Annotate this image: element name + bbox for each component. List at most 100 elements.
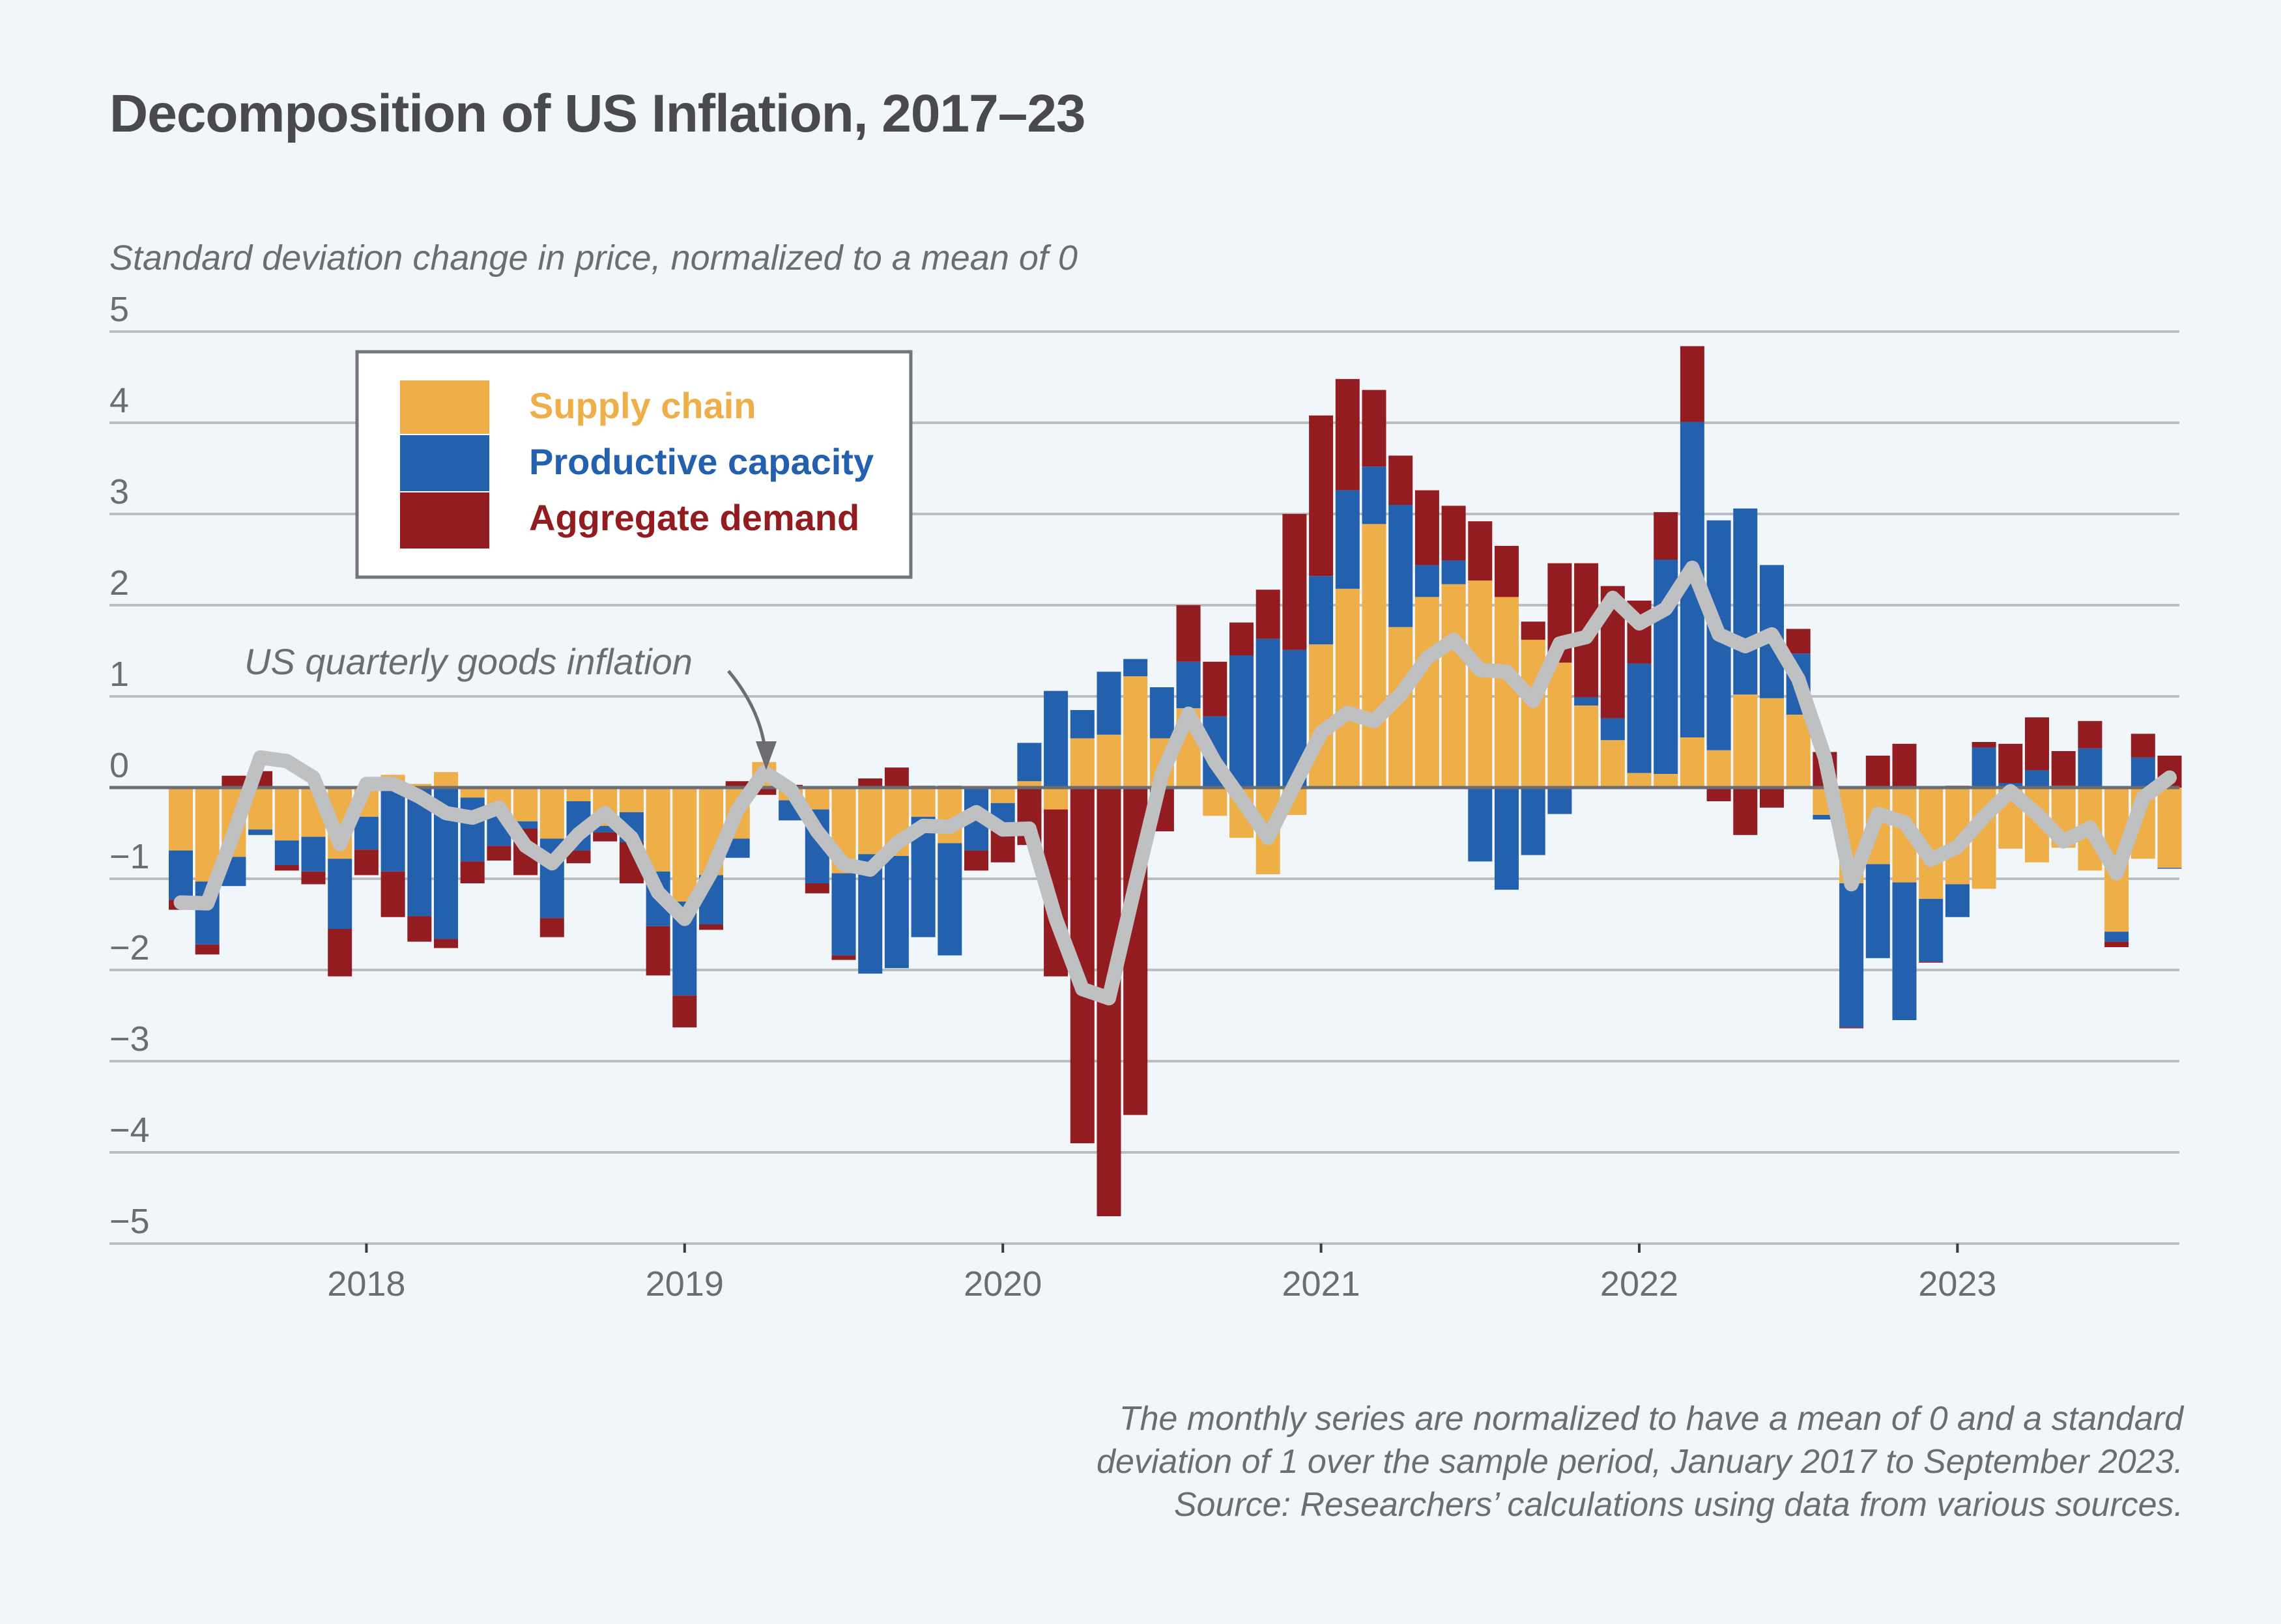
bar-segment-aggregate-demand: [1362, 390, 1386, 467]
x-tick-label: 2023: [1918, 1264, 1996, 1303]
bar-segment-supply-chain: [1733, 694, 1758, 788]
bar-segment-productive-capacity: [1309, 576, 1334, 645]
bar-segment-productive-capacity: [274, 840, 299, 865]
bar-segment-supply-chain: [434, 772, 458, 788]
y-tick-label: −2: [109, 928, 150, 967]
bar-segment-productive-capacity: [1865, 864, 1890, 958]
footnote: The monthly series are normalized to hav…: [880, 1397, 2183, 1526]
bars: [169, 346, 2182, 1216]
y-tick-label: 4: [109, 381, 129, 420]
bar-segment-aggregate-demand: [1839, 1027, 1864, 1029]
footnote-line: The monthly series are normalized to hav…: [1119, 1400, 2183, 1438]
bar-segment-aggregate-demand: [354, 849, 379, 876]
bar-segment-supply-chain: [1547, 662, 1572, 788]
y-tick-label: −3: [109, 1019, 150, 1059]
bar-segment-productive-capacity: [1414, 565, 1439, 597]
bar-segment-aggregate-demand: [434, 939, 458, 948]
bar-segment-aggregate-demand: [1786, 629, 1811, 654]
bar-segment-aggregate-demand: [699, 924, 723, 930]
bar-segment-productive-capacity: [1839, 883, 1864, 1028]
bar-segment-aggregate-demand: [725, 781, 750, 788]
bar-segment-productive-capacity: [1388, 505, 1413, 627]
bar-segment-productive-capacity: [884, 856, 909, 969]
bar-segment-productive-capacity: [1468, 788, 1493, 862]
bar-segment-productive-capacity: [2078, 748, 2102, 788]
bar-segment-productive-capacity: [1547, 788, 1572, 814]
bar-segment-aggregate-demand: [1892, 743, 1917, 788]
bar-segment-aggregate-demand: [274, 865, 299, 871]
bar-segment-supply-chain: [858, 788, 883, 855]
bar-segment-supply-chain: [460, 788, 485, 798]
annotation-label: US quarterly goods inflation: [244, 641, 693, 682]
bar-segment-productive-capacity: [1149, 687, 1174, 739]
bar-segment-productive-capacity: [938, 843, 962, 956]
bar-segment-aggregate-demand: [752, 788, 777, 795]
bar-segment-aggregate-demand: [858, 778, 883, 788]
y-tick-label: 2: [109, 563, 129, 603]
bar-segment-productive-capacity: [248, 829, 273, 835]
bar-segment-supply-chain: [1414, 597, 1439, 788]
legend-label-aggregate-demand: Aggregate demand: [529, 497, 859, 538]
bar-segment-aggregate-demand: [1203, 661, 1227, 717]
bar-segment-supply-chain: [619, 788, 644, 812]
bar-segment-productive-capacity: [1070, 710, 1095, 739]
bar-segment-supply-chain: [1123, 676, 1148, 788]
bar-segment-aggregate-demand: [1441, 506, 1466, 561]
footnote-line: deviation of 1 over the sample period, J…: [1097, 1443, 2183, 1481]
bar-segment-aggregate-demand: [593, 832, 618, 842]
bar-segment-productive-capacity: [1945, 884, 1970, 917]
y-axis-ticks: 5 4 3 2 1 0 −1 −2 −3 −4 −5: [109, 290, 150, 1241]
bar-segment-supply-chain: [274, 788, 299, 841]
bar-segment-aggregate-demand: [1468, 521, 1493, 581]
bar-segment-productive-capacity: [1017, 743, 1042, 782]
bar-segment-aggregate-demand: [2130, 734, 2155, 758]
bar-segment-productive-capacity: [1044, 691, 1069, 788]
y-tick-label: 0: [109, 746, 129, 785]
y-tick-label: 1: [109, 655, 129, 694]
bar-segment-productive-capacity: [1229, 655, 1254, 788]
bar-segment-productive-capacity: [513, 821, 538, 829]
bar-segment-aggregate-demand: [460, 861, 485, 883]
bar-segment-aggregate-demand: [2025, 717, 2049, 771]
bar-segment-aggregate-demand: [1388, 455, 1413, 505]
bar-segment-supply-chain: [1760, 698, 1784, 788]
bar-segment-productive-capacity: [1255, 638, 1280, 788]
bar-segment-productive-capacity: [2104, 932, 2129, 942]
bar-segment-supply-chain: [1309, 644, 1334, 788]
bar-segment-productive-capacity: [1972, 747, 1996, 788]
legend: Supply chain Productive capacity Aggrega…: [355, 350, 913, 579]
x-tick-label: 2022: [1600, 1264, 1678, 1303]
bar-segment-supply-chain: [990, 788, 1015, 803]
bar-segment-supply-chain: [2157, 788, 2182, 868]
bar-segment-productive-capacity: [2025, 770, 2049, 788]
bar-segment-productive-capacity: [1123, 659, 1148, 677]
bar-segment-aggregate-demand: [328, 929, 352, 976]
y-tick-label: −5: [109, 1202, 150, 1241]
bar-segment-productive-capacity: [1441, 560, 1466, 584]
bar-segment-productive-capacity: [1521, 788, 1545, 855]
legend-swatch-productive-capacity: [400, 435, 489, 491]
bar-segment-aggregate-demand: [1865, 756, 1890, 788]
bar-segment-aggregate-demand: [1309, 415, 1334, 577]
bar-segment-aggregate-demand: [964, 850, 988, 871]
bar-segment-supply-chain: [1070, 738, 1095, 788]
bar-segment-supply-chain: [646, 788, 670, 872]
bar-segment-supply-chain: [1203, 788, 1227, 816]
bar-segment-aggregate-demand: [1282, 514, 1307, 650]
bar-segment-aggregate-demand: [2051, 751, 2076, 786]
bar-segment-supply-chain: [672, 788, 697, 902]
bar-segment-aggregate-demand: [487, 846, 511, 861]
bar-segment-supply-chain: [539, 788, 564, 839]
bar-segment-aggregate-demand: [884, 767, 909, 788]
bar-segment-aggregate-demand: [1495, 546, 1519, 597]
bar-segment-supply-chain: [1335, 588, 1360, 788]
bar-segment-aggregate-demand: [2104, 941, 2129, 947]
bar-segment-aggregate-demand: [2078, 720, 2102, 748]
bar-segment-aggregate-demand: [1680, 346, 1704, 422]
bar-segment-aggregate-demand: [1733, 788, 1758, 835]
inflation-line: [173, 560, 2177, 1006]
bar-segment-productive-capacity: [301, 836, 326, 872]
bar-segment-supply-chain: [513, 788, 538, 821]
bar-segment-supply-chain: [1468, 580, 1493, 788]
